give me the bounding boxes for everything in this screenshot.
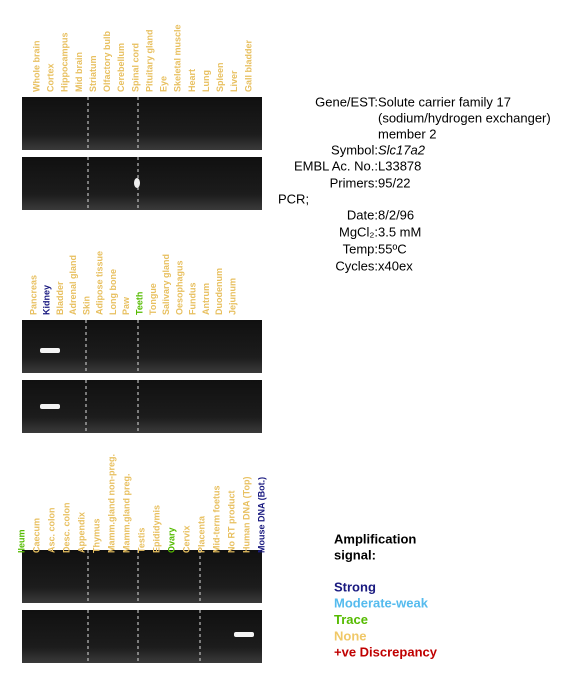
lane-label: Appendix (76, 512, 86, 553)
lane-label: Skin (81, 296, 91, 315)
lane-label: Mid-term foetus (211, 486, 221, 554)
info-value: (sodium/hydrogen exchanger) (378, 110, 551, 125)
info-block: Gene/EST: Solute carrier family 17(sodium… (278, 94, 551, 273)
lane-label: Caecum (31, 518, 41, 553)
legend-title: Amplification (334, 531, 416, 546)
lane-label: Ileum (16, 529, 26, 553)
gel-spot (134, 178, 140, 188)
gel (22, 320, 262, 373)
legend-item: Strong (334, 579, 376, 594)
lane-label: Gall bladder (243, 39, 253, 92)
info-key: MgCl₂: (339, 224, 378, 239)
lane-label: Pancreas (28, 275, 38, 315)
lane-label: Fundus (188, 283, 198, 316)
info-key: Temp: (343, 241, 378, 256)
info-value: 95/22 (378, 175, 411, 190)
lane-label: Paw (121, 296, 131, 315)
legend-title: signal: (334, 547, 376, 562)
legend-item: Trace (334, 612, 368, 627)
info-key: Date: (347, 207, 378, 222)
lane-label: Bladder (55, 281, 65, 315)
lane-label: Cortex (46, 63, 56, 92)
lane-label: Kidney (42, 285, 52, 315)
gel (22, 97, 262, 150)
lane-label: Asc. colon (46, 507, 56, 553)
lane-label: Antrum (201, 283, 211, 315)
lane-label: Adrenal gland (68, 255, 78, 315)
info-value: 8/2/96 (378, 207, 414, 222)
lane-label: Striatum (88, 55, 98, 92)
lane-label: Skeletal muscle (173, 24, 183, 92)
info-key: Cycles: (335, 258, 378, 273)
gel-band (234, 632, 254, 637)
legend-item: None (334, 628, 367, 643)
lane-label: Jejunum (227, 278, 237, 315)
gel (22, 380, 262, 433)
lane-label: Mamm.gland preg. (121, 473, 131, 553)
gel (22, 550, 262, 603)
lane-label: Hippocampus (60, 32, 70, 92)
info-value: L33878 (378, 158, 421, 173)
lane-label: Human DNA (Top) (241, 477, 251, 554)
lane-label: Cerebellum (116, 43, 126, 92)
info-value: member 2 (378, 126, 437, 141)
info-key: Symbol: (331, 142, 378, 157)
lane-label: No RT product (226, 491, 236, 554)
gel-band (40, 404, 60, 409)
lane-label: Tongue (148, 283, 158, 315)
gel (22, 610, 262, 663)
lane-label: Testis (136, 528, 146, 553)
info-key: PCR; (278, 191, 309, 206)
lane-labels: Whole brain Cortex Hippocampus Mid brain Str… (16, 24, 266, 553)
legend-item: Moderate-weak (334, 596, 429, 611)
lane-label: Salivary gland (161, 254, 171, 315)
legend-item: +ve Discrepancy (334, 645, 438, 660)
lane-label: Teeth (135, 292, 145, 315)
lane-label: Ovary (166, 527, 176, 553)
info-key: Primers: (330, 175, 378, 190)
info-key: Gene/EST: (315, 94, 378, 109)
lane-label: Spinal cord (130, 43, 140, 92)
lane-label: Mamm.gland non-preg. (106, 454, 116, 553)
lane-label: Whole brain (31, 41, 41, 93)
lane-label: Mouse DNA (Bot.) (256, 477, 266, 553)
info-value: Slc17a2 (378, 142, 426, 157)
info-value: 3.5 mM (378, 224, 421, 239)
lane-label: Liver (229, 70, 239, 92)
gel-band (40, 348, 60, 353)
lane-label: Heart (187, 69, 197, 92)
lane-label: Desc. colon (61, 502, 71, 553)
lane-label: Oesophagus (174, 260, 184, 315)
info-value: Solute carrier family 17 (378, 94, 511, 109)
lane-label: Placenta (196, 515, 206, 553)
lane-label: Epididymis (151, 505, 161, 553)
lane-label: Duodenum (214, 268, 224, 315)
lane-label: Adipose tissue (95, 251, 105, 315)
info-value: 55ºC (378, 241, 407, 256)
gels (22, 97, 262, 663)
lane-label: Long bone (108, 269, 118, 315)
gel (22, 157, 262, 210)
lane-label: Spleen (215, 62, 225, 92)
lane-label: Cervix (181, 525, 191, 553)
lane-label: Pituitary gland (144, 29, 154, 92)
lane-label: Mid brain (74, 52, 84, 92)
lane-label: Lung (201, 70, 211, 92)
lane-label: Thymus (91, 518, 101, 553)
lane-label: Olfactory bulb (102, 30, 112, 92)
info-key: EMBL Ac. No.: (294, 158, 378, 173)
lane-label: Eye (159, 76, 169, 92)
info-value: x40ex (378, 258, 413, 273)
